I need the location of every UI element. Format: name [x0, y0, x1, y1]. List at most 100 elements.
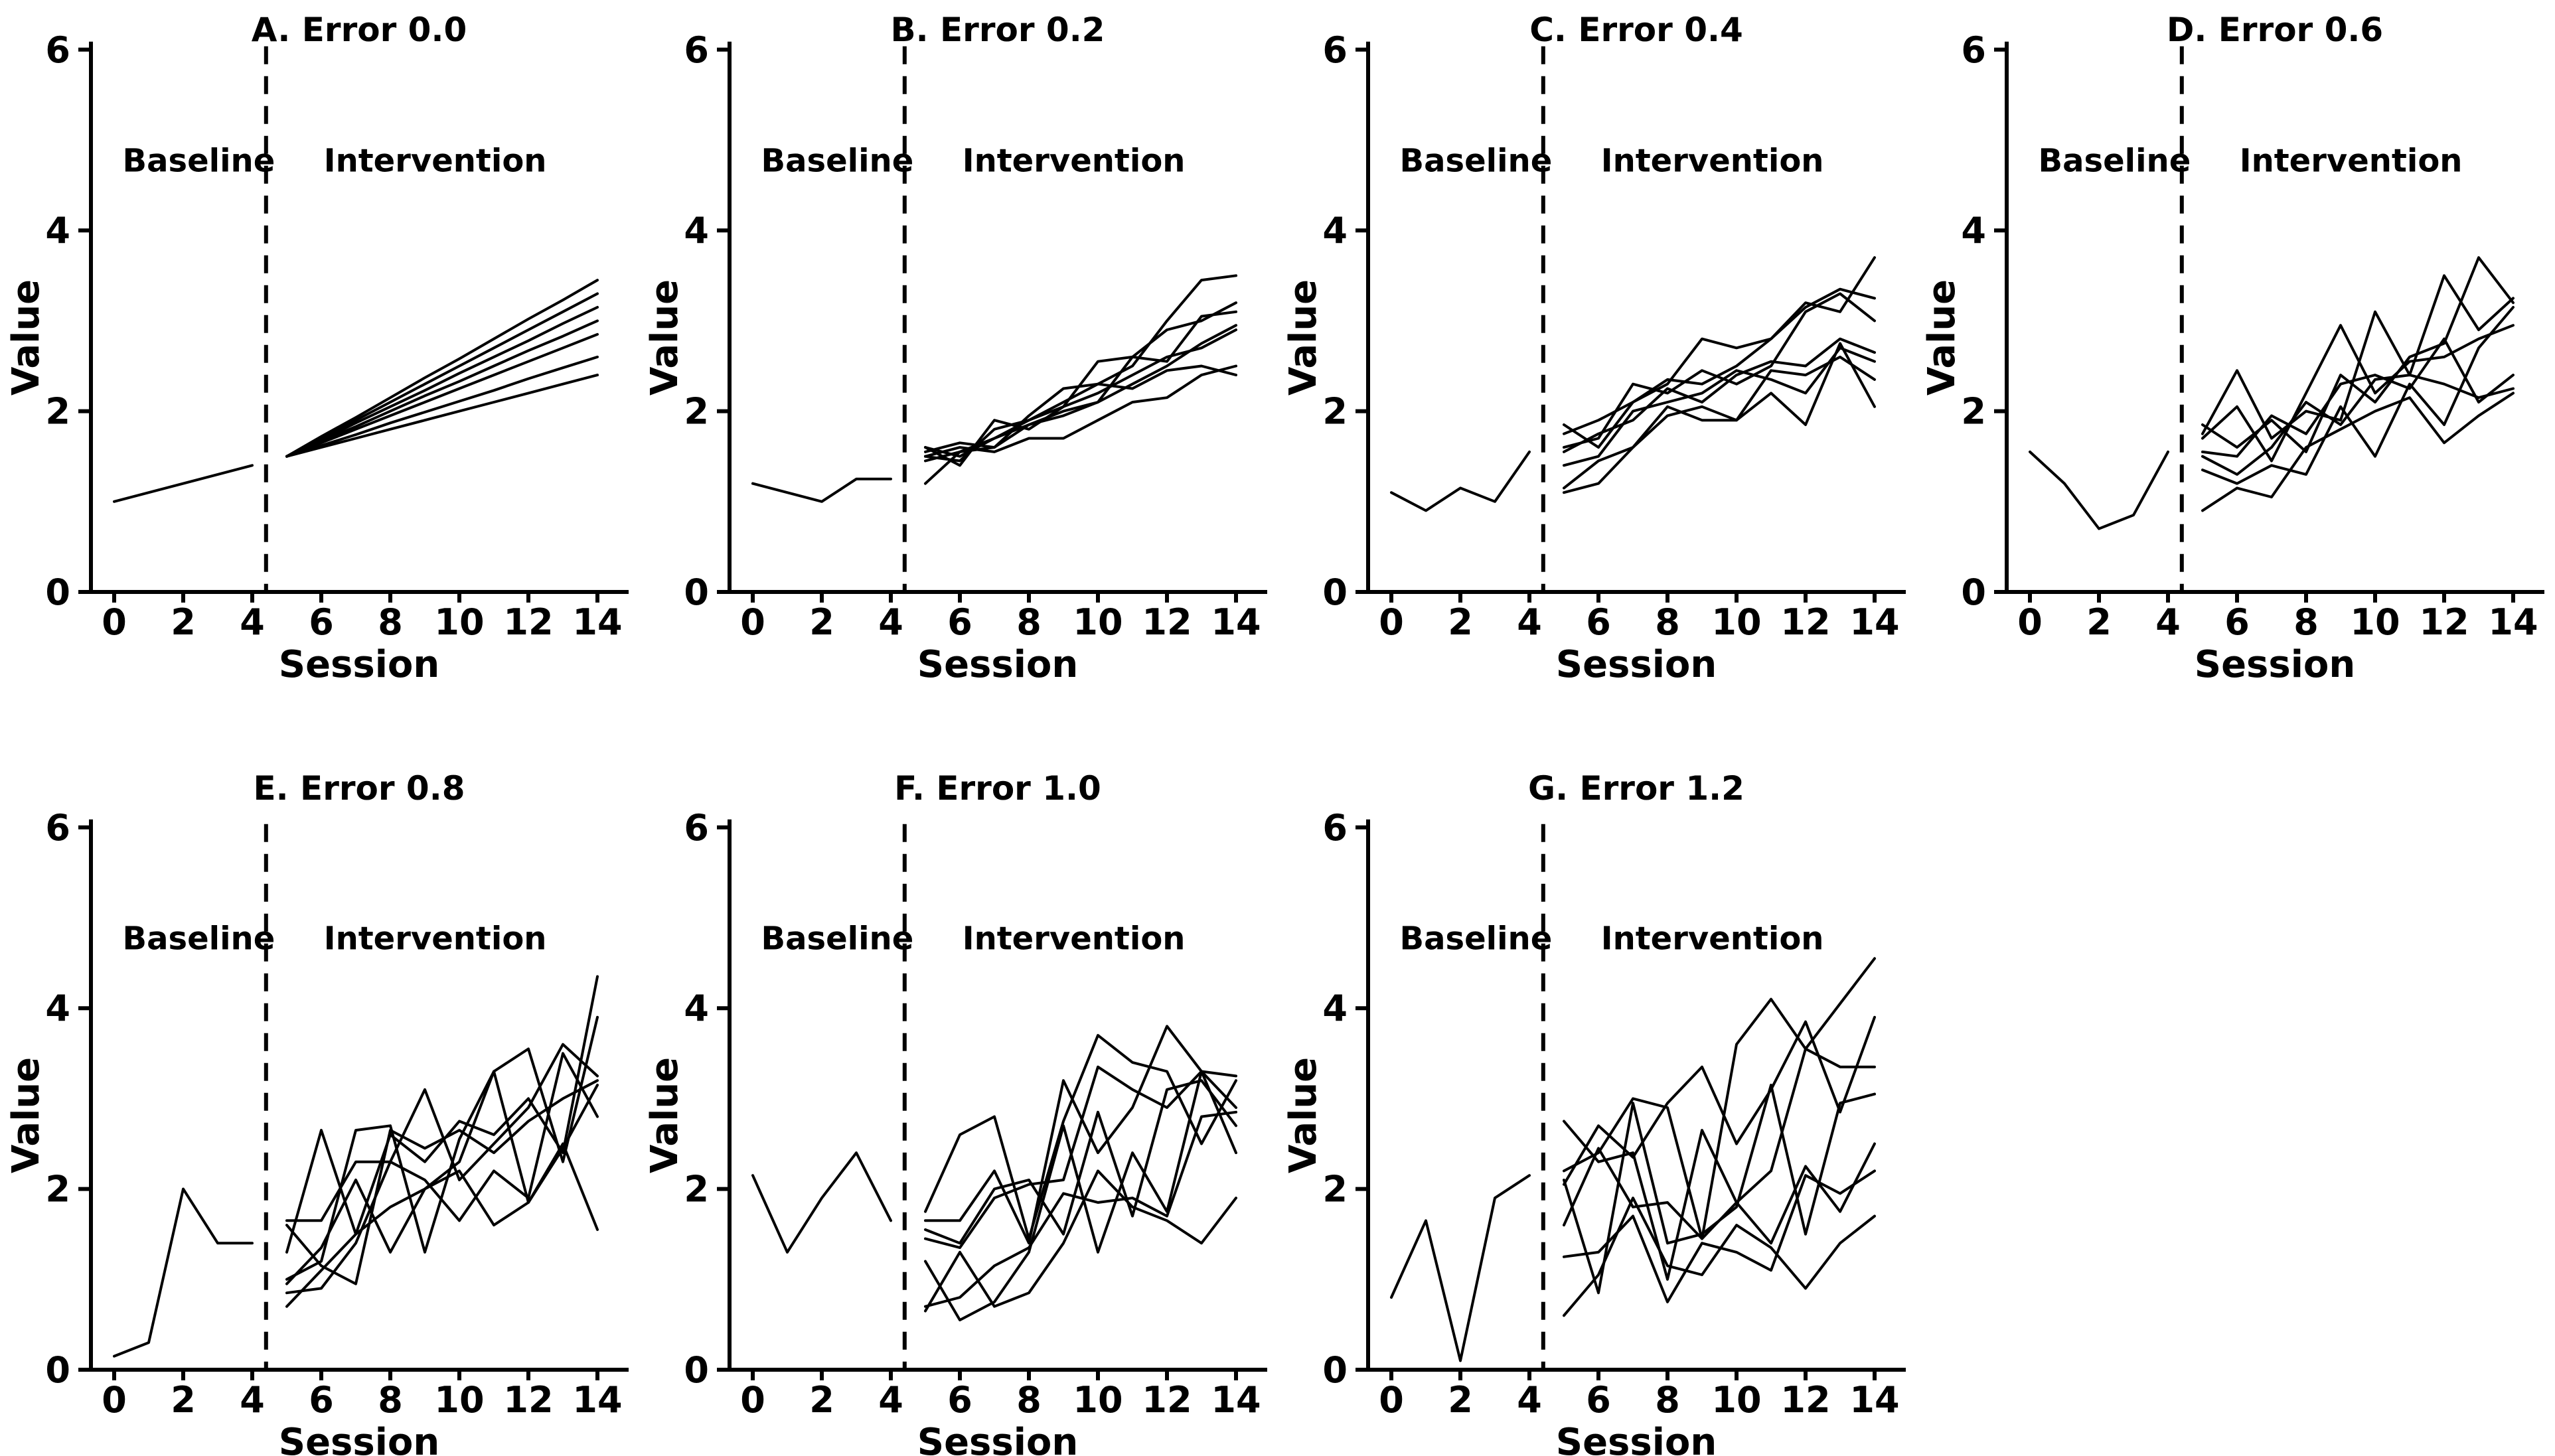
- x-tick-label: 8: [1016, 601, 1042, 643]
- phase-label-baseline: Baseline: [123, 143, 275, 180]
- x-tick-label: 0: [740, 1379, 765, 1421]
- phase-label-baseline: Baseline: [761, 920, 914, 958]
- x-tick-label: 0: [102, 601, 127, 643]
- y-axis-label: Value: [1920, 279, 1964, 396]
- x-tick-label: 14: [1849, 1379, 1899, 1421]
- phase-label-intervention: Intervention: [324, 920, 547, 958]
- intervention-series-line-3: [924, 1065, 1237, 1250]
- phase-label-intervention: Intervention: [324, 143, 547, 180]
- x-tick-label: 10: [434, 1379, 484, 1421]
- intervention-series-line-4: [1563, 337, 1876, 453]
- baseline-series-line: [1390, 1174, 1531, 1362]
- y-tick-label: 2: [45, 1169, 70, 1210]
- x-tick-label: 6: [1586, 1379, 1611, 1421]
- x-tick-label: 10: [1073, 1379, 1123, 1421]
- x-tick-label: 14: [1211, 601, 1261, 643]
- y-tick-label: 6: [1322, 807, 1348, 849]
- x-axis-label: Session: [279, 643, 440, 686]
- intervention-series-line-7: [2201, 392, 2515, 512]
- y-tick-label: 6: [684, 29, 709, 71]
- x-tick-label: 12: [1142, 1379, 1192, 1421]
- panel-F: F. Error 1.0 Value Session Baseline Interven…: [639, 728, 1277, 1456]
- intervention-series-line-2: [1563, 1015, 1876, 1186]
- panel-title: A. Error 0.0: [252, 11, 467, 49]
- x-axis-label: Session: [917, 643, 1079, 686]
- baseline-series-line: [113, 1187, 254, 1358]
- intervention-series-line-5: [1563, 1142, 1876, 1245]
- y-tick-label: 2: [1322, 1169, 1348, 1210]
- baseline-series-line: [751, 477, 892, 503]
- x-tick-label: 12: [2419, 601, 2469, 643]
- x-axis-label: Session: [279, 1421, 440, 1456]
- y-axis-label: Value: [1282, 279, 1325, 396]
- intervention-series-line-3: [1563, 292, 1876, 449]
- intervention-series-line-4: [2201, 337, 2515, 458]
- y-tick-label: 2: [684, 1169, 709, 1210]
- intervention-series-line-7: [1563, 1197, 1876, 1317]
- intervention-series-line-5: [285, 332, 599, 458]
- panel-title: E. Error 0.8: [253, 769, 465, 808]
- x-tick-label: 6: [1586, 601, 1611, 643]
- intervention-series-line-6: [285, 355, 599, 458]
- x-tick-label: 0: [102, 1379, 127, 1421]
- panel-C-chart: C. Error 0.4 Value Session Baseline Interven…: [1282, 11, 1906, 686]
- panel-G: G. Error 1.2 Value Session Baseline Interven…: [1277, 728, 1916, 1456]
- x-tick-label: 0: [740, 601, 765, 643]
- panel-title: D. Error 0.6: [2167, 11, 2383, 49]
- intervention-series-line-5: [2201, 374, 2515, 476]
- x-tick-label: 14: [2488, 601, 2538, 643]
- x-tick-label: 0: [1379, 1379, 1404, 1421]
- x-tick-label: 4: [878, 601, 903, 643]
- intervention-series-line-4: [924, 1079, 1237, 1245]
- x-tick-label: 4: [2155, 601, 2181, 643]
- intervention-series-line-5: [924, 1070, 1237, 1322]
- y-tick-label: 4: [684, 987, 709, 1029]
- x-tick-label: 8: [378, 601, 403, 643]
- phase-label-intervention: Intervention: [1601, 920, 1824, 958]
- y-tick-label: 4: [45, 210, 70, 252]
- intervention-series-line-6: [2201, 306, 2515, 485]
- x-tick-label: 12: [1780, 601, 1830, 643]
- x-tick-label: 12: [1142, 601, 1192, 643]
- x-tick-label: 8: [2293, 601, 2319, 643]
- baseline-series-line: [113, 464, 254, 503]
- x-tick-label: 4: [1517, 1379, 1542, 1421]
- y-tick-label: 4: [1961, 210, 1986, 252]
- y-tick-label: 0: [1322, 571, 1348, 613]
- intervention-series-line-1: [924, 274, 1237, 458]
- panel-B: B. Error 0.2 Value Session Baseline Interven…: [639, 0, 1277, 728]
- x-axis-label: Session: [1556, 1421, 1717, 1456]
- intervention-series-line-1: [285, 279, 599, 458]
- x-tick-label: 2: [171, 1379, 196, 1421]
- phase-label-intervention: Intervention: [963, 920, 1186, 958]
- panel-A-chart: A. Error 0.0 Value Session Baseline Interven…: [5, 11, 629, 686]
- panel-title: F. Error 1.0: [894, 769, 1101, 808]
- phase-label-baseline: Baseline: [2039, 143, 2191, 180]
- x-axis-label: Session: [917, 1421, 1079, 1456]
- y-axis-label: Value: [5, 1057, 48, 1173]
- x-tick-label: 14: [572, 1379, 622, 1421]
- intervention-series-line-1: [1563, 256, 1876, 449]
- panel-B-chart: B. Error 0.2 Value Session Baseline Interven…: [643, 11, 1267, 686]
- x-tick-label: 8: [1655, 1379, 1680, 1421]
- x-tick-label: 10: [1711, 601, 1761, 643]
- phase-label-baseline: Baseline: [761, 143, 914, 180]
- y-tick-label: 0: [684, 571, 709, 613]
- baseline-series-line: [751, 1151, 892, 1254]
- x-tick-label: 2: [809, 601, 834, 643]
- baseline-series-line: [2029, 450, 2169, 530]
- x-tick-label: 2: [809, 1379, 834, 1421]
- x-tick-label: 8: [378, 1379, 403, 1421]
- baseline-series-line: [1390, 450, 1531, 512]
- x-tick-label: 12: [503, 601, 553, 643]
- x-tick-label: 8: [1016, 1379, 1042, 1421]
- intervention-series-line-5: [1563, 346, 1876, 467]
- y-tick-label: 6: [45, 29, 70, 71]
- panel-D: D. Error 0.6 Value Session Baseline Interven…: [1916, 0, 2554, 728]
- panel-C: C. Error 0.4 Value Session Baseline Interven…: [1277, 0, 1916, 728]
- y-tick-label: 0: [45, 1349, 70, 1391]
- phase-label-intervention: Intervention: [963, 143, 1186, 180]
- intervention-series-line-7: [924, 1169, 1237, 1313]
- y-tick-label: 6: [45, 807, 70, 849]
